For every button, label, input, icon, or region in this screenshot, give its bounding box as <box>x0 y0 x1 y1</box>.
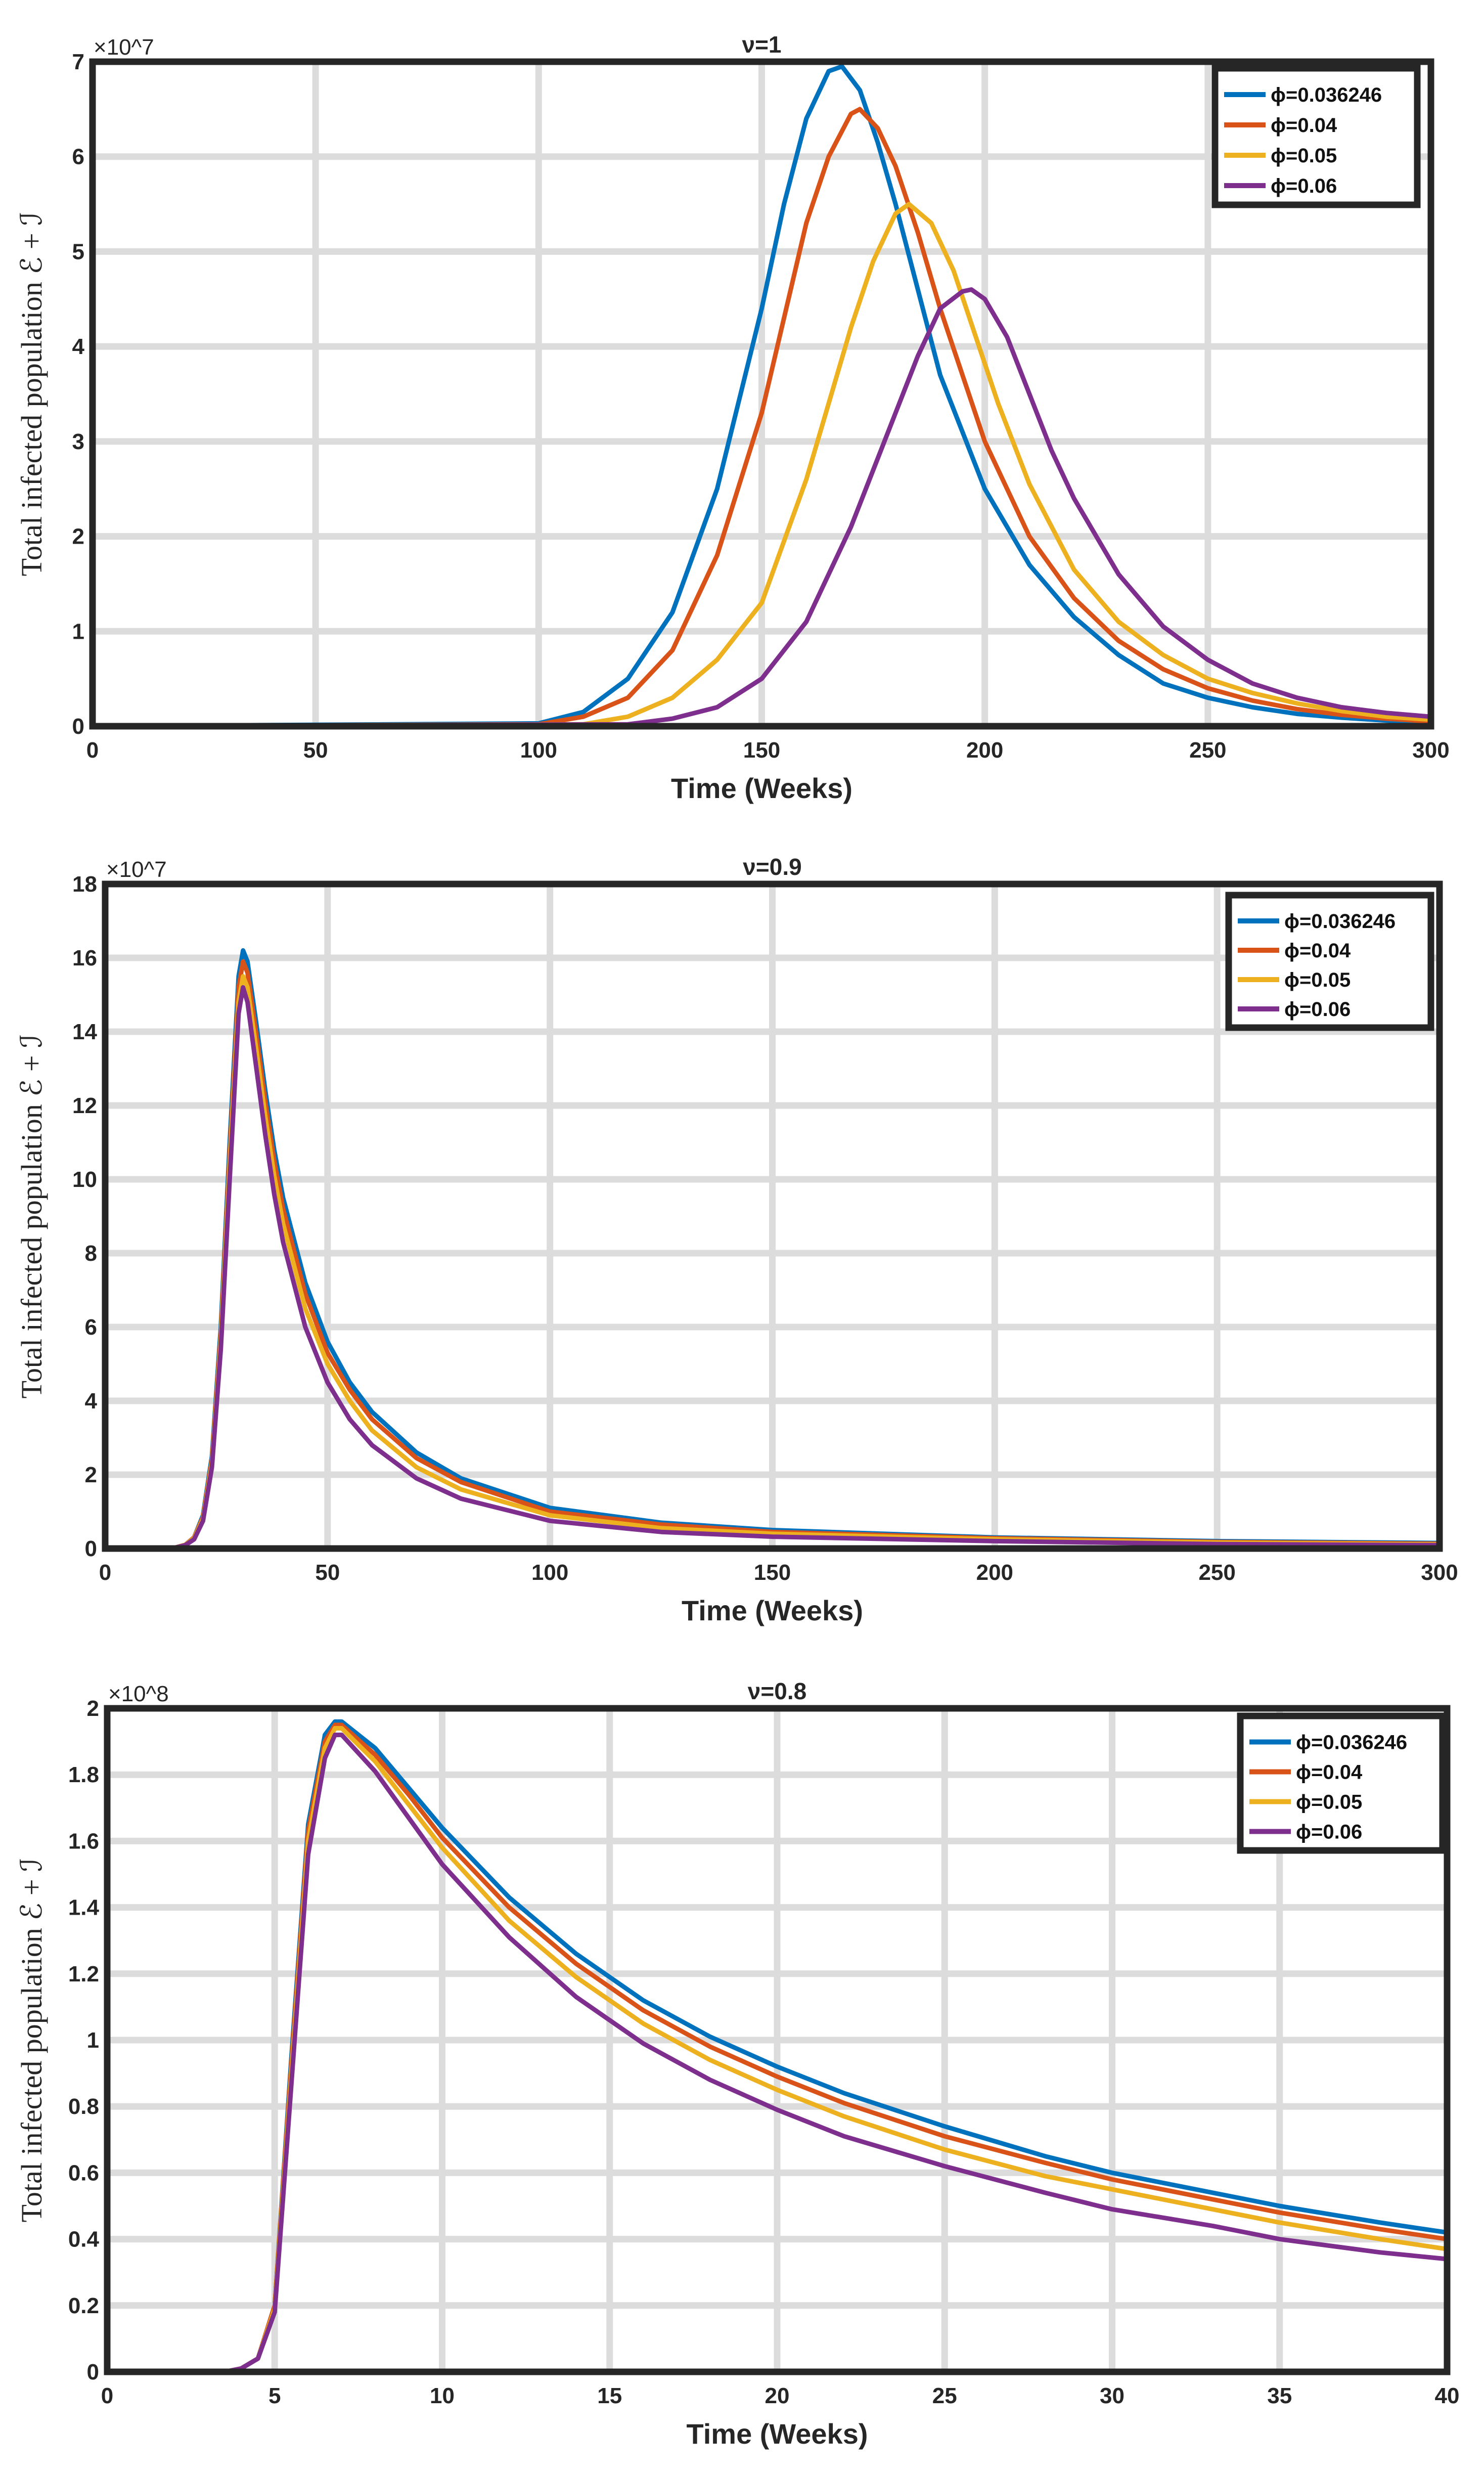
legend-label-4: ϕ=0.06 <box>1284 998 1351 1021</box>
y-tick-label: 14 <box>72 1020 97 1044</box>
y-tick-label: 0 <box>72 714 84 739</box>
plot-title: ν=0.8 <box>748 1678 806 1704</box>
x-tick-label: 100 <box>531 1560 568 1585</box>
legend-label-3: ϕ=0.05 <box>1296 1791 1362 1814</box>
y-tick-label: 2 <box>85 1463 97 1487</box>
x-tick-label: 40 <box>1435 2383 1460 2408</box>
x-tick-label: 100 <box>520 738 557 763</box>
series-line-phi-4 <box>103 985 1442 1551</box>
x-tick-label: 150 <box>743 738 780 763</box>
y-tick-label: 0 <box>87 2360 99 2384</box>
x-tick-label: 150 <box>754 1560 791 1585</box>
x-tick-label: 50 <box>315 1560 340 1585</box>
legend-label-1: ϕ=0.036246 <box>1296 1732 1407 1754</box>
y-tick-label: 18 <box>72 872 97 897</box>
y-tick-label: 1 <box>72 619 84 644</box>
y-axis-label: Total infected population ℰ + ℐ <box>15 212 48 577</box>
y-tick-label: 16 <box>72 946 97 970</box>
legend-label-4: ϕ=0.06 <box>1296 1821 1362 1843</box>
y-tick-label: 2 <box>87 1696 99 1721</box>
x-tick-label: 35 <box>1267 2383 1292 2408</box>
y-tick-label: 5 <box>72 239 84 264</box>
series-line-phi-4 <box>105 1733 1450 2374</box>
plot-title: ν=1 <box>742 31 781 58</box>
y-exponent-label: ×10^8 <box>108 1682 169 1706</box>
x-tick-label: 250 <box>1189 738 1226 763</box>
y-tick-label: 4 <box>72 334 85 359</box>
legend-box <box>1225 892 1434 1031</box>
y-tick-label: 12 <box>72 1093 97 1118</box>
x-tick-label: 25 <box>932 2383 957 2408</box>
x-axis-label: Time (Weeks) <box>682 1595 863 1626</box>
x-axis-label: Time (Weeks) <box>671 772 852 804</box>
legend-box <box>1237 1712 1446 1854</box>
panel-2: 0 50 100 150 200 250 300 0 2 4 6 8 10 12 14 16 18 ×10^7 ν=… <box>15 854 1458 1626</box>
legend-label-2: ϕ=0.04 <box>1296 1761 1363 1784</box>
y-tick-label: 8 <box>85 1241 97 1266</box>
y-tick-label: 2 <box>72 524 84 549</box>
legend-label-2: ϕ=0.04 <box>1271 114 1337 137</box>
y-exponent-label: ×10^7 <box>106 857 167 882</box>
axes-box <box>102 880 1443 1552</box>
x-tick-label: 0 <box>101 2383 113 2408</box>
y-tick-label: 1.6 <box>68 1829 99 1853</box>
y-tick-label: 6 <box>72 145 84 169</box>
x-tick-label: 20 <box>765 2383 790 2408</box>
axes-box <box>104 1705 1451 2375</box>
legend-label-4: ϕ=0.06 <box>1271 175 1337 197</box>
x-tick-label: 300 <box>1412 738 1449 763</box>
legend-label-3: ϕ=0.05 <box>1271 145 1337 167</box>
x-tick-label: 300 <box>1421 1560 1458 1585</box>
series-line-phi-2 <box>90 107 1433 729</box>
x-tick-label: 0 <box>86 738 99 763</box>
series-line-phi-4 <box>90 287 1433 729</box>
y-tick-label: 0 <box>85 1536 97 1561</box>
y-exponent-label: ×10^7 <box>94 35 154 60</box>
x-tick-label: 0 <box>99 1560 111 1585</box>
legend: ϕ=0.036246 ϕ=0.04 ϕ=0.05 ϕ=0.06 <box>1237 1712 1446 1854</box>
panel-3: 0 5 10 15 20 25 30 35 40 0 0.2 0.4 0.6 0.8 1 1.2 1.4 1.6 1… <box>15 1678 1459 2450</box>
x-axis-label: Time (Weeks) <box>687 2418 868 2450</box>
y-tick-label: 0.6 <box>68 2160 99 2185</box>
x-tick-label: 200 <box>976 1560 1013 1585</box>
y-tick-label: 1.8 <box>68 1762 99 1787</box>
y-tick-label: 1.4 <box>68 1895 100 1920</box>
y-axis-label: Total infected population ℰ + ℐ <box>15 1858 48 2223</box>
panel-1: 0 50 100 150 200 250 300 0 1 2 3 4 5 6 7 ×10^7 ν=1 Time (… <box>15 31 1450 804</box>
y-tick-label: 1 <box>87 2028 99 2053</box>
x-tick-label: 50 <box>303 738 328 763</box>
legend: ϕ=0.036246 ϕ=0.04 ϕ=0.05 ϕ=0.06 <box>1211 65 1421 208</box>
y-tick-label: 7 <box>72 50 84 74</box>
axes-box <box>89 58 1434 730</box>
x-tick-label: 10 <box>430 2383 455 2408</box>
x-tick-label: 15 <box>597 2383 622 2408</box>
legend-label-1: ϕ=0.036246 <box>1271 84 1382 106</box>
plot-title: ν=0.9 <box>743 854 801 880</box>
series-line-phi-1 <box>90 64 1433 729</box>
legend-box <box>1211 65 1421 208</box>
y-tick-label: 10 <box>72 1167 97 1192</box>
y-tick-label: 0.4 <box>68 2227 100 2252</box>
legend-label-2: ϕ=0.04 <box>1284 940 1351 962</box>
x-tick-label: 250 <box>1198 1560 1235 1585</box>
x-tick-label: 30 <box>1100 2383 1125 2408</box>
y-tick-label: 3 <box>72 429 84 454</box>
legend-label-1: ϕ=0.036246 <box>1284 910 1396 933</box>
y-tick-label: 6 <box>85 1315 97 1340</box>
y-tick-label: 0.2 <box>68 2293 99 2318</box>
y-axis-label: Total infected population ℰ + ℐ <box>15 1034 48 1399</box>
y-tick-label: 1.2 <box>68 1962 99 1986</box>
legend: ϕ=0.036246 ϕ=0.04 ϕ=0.05 ϕ=0.06 <box>1225 892 1434 1031</box>
series-line-phi-3 <box>90 202 1433 729</box>
y-tick-label: 0.8 <box>68 2094 99 2119</box>
x-tick-label: 200 <box>966 738 1003 763</box>
x-tick-label: 5 <box>268 2383 281 2408</box>
y-tick-label: 4 <box>85 1389 98 1413</box>
legend-label-3: ϕ=0.05 <box>1284 969 1351 991</box>
